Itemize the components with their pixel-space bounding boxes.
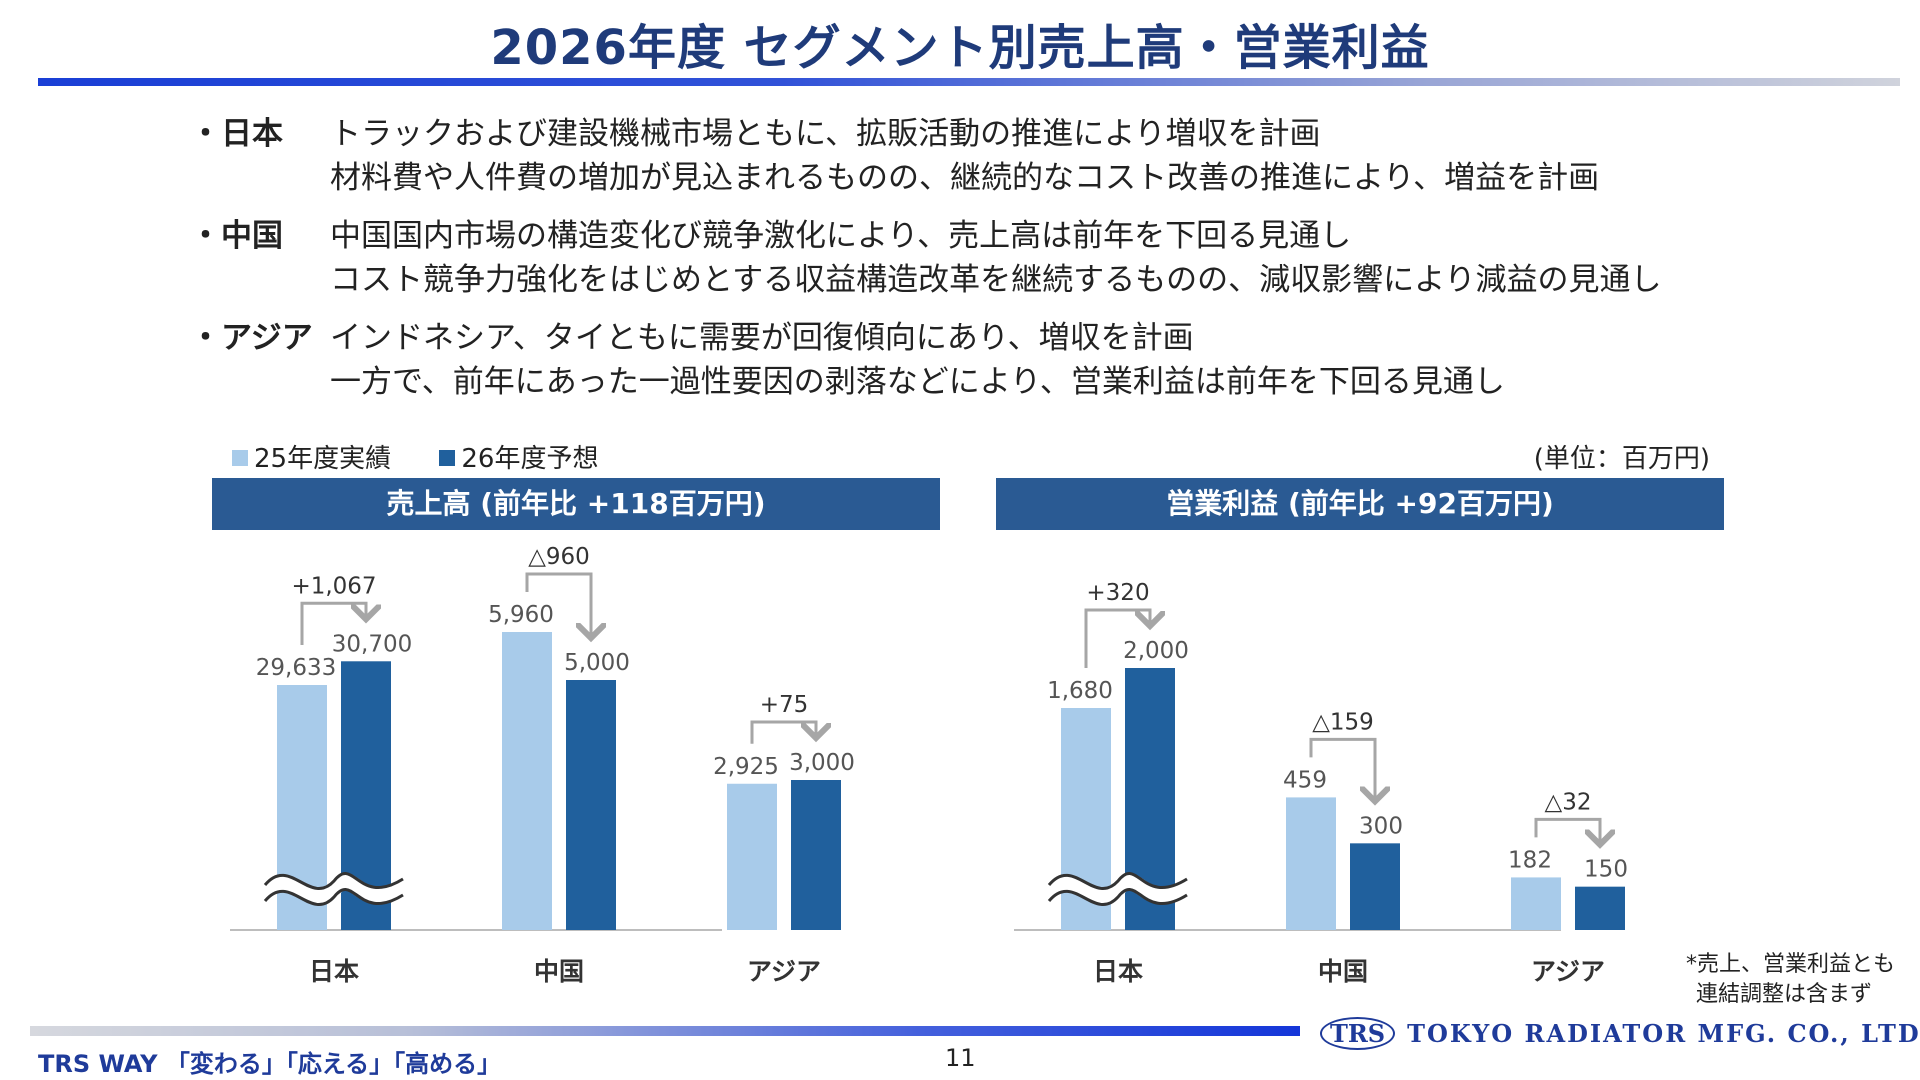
bar-next [1575,886,1625,930]
bar-value-label: 459 [1283,767,1327,793]
bar-prev [1286,797,1336,930]
bar-next [791,780,841,930]
legend-swatch-prev [232,449,248,466]
axis-break-line [1047,888,1188,906]
bar-value-label: 150 [1584,857,1628,883]
segment-label: ・アジア [190,320,313,356]
category-label: アジア [747,957,821,986]
company-logo: TRS TOKYO RADIATOR MFG. CO., LTD. [1320,1012,1920,1054]
segment-label: ・日本 [190,116,283,152]
change-arrow [300,601,366,645]
bar-value-label: 182 [1508,847,1552,873]
sales-chart-title: 売上高 (前年比 +118百万円) [212,478,940,530]
category-label: 中国 [534,957,584,986]
axis-break-gap [1042,873,1192,905]
legend-item-prev: 25年度実績 [232,438,391,475]
footer-divider [30,1026,1300,1036]
segment-line: インドネシア、タイともに需要が回復傾向にあり、増収を計画 [330,320,1194,356]
change-arrow [1534,817,1600,844]
legend-label: 25年度実績 [254,444,392,474]
segment-line: 材料費や人件費の増加が見込まれるものの、継続的なコスト改善の推進により、増益を計… [330,160,1600,196]
axis-break-line [263,888,404,906]
bar-value-label: 2,925 [713,754,779,780]
profit-chart-title: 営業利益 (前年比 +92百万円) [996,478,1724,530]
change-arrow [1309,737,1375,801]
segment-line: 中国国内市場の構造変化び競争激化により、売上高は前年を下回る見通し [330,218,1352,254]
bar-value-label: 300 [1359,813,1403,839]
page-number: 11 [945,1044,976,1072]
segment-line: トラックおよび建設機械市場ともに、拡販活動の推進により増収を計画 [330,116,1321,152]
footer-slogan: TRS WAY 「変わる」「応える」「高める」 [38,1050,502,1078]
footnote: *売上、営業利益とも 連結調整は含まず [1686,950,1895,1010]
change-label: +320 [1086,580,1149,606]
unit-label: (単位：百万円) [1533,444,1710,474]
bar-value-label: 3,000 [789,750,855,776]
segment-line: コスト競争力強化をはじめとする収益構造改革を継続するものの、減収影響により減益の… [330,262,1662,298]
bar-value-label: 5,000 [564,650,630,676]
category-label: 日本 [1093,957,1143,986]
title-divider [38,78,1900,86]
bar-value-label: 30,700 [332,631,412,657]
change-arrow [525,572,591,638]
page-title: 2026年度 セグメント別売上高・営業利益 [490,20,1430,76]
change-arrow [1084,608,1150,668]
axis-break-gap [258,873,408,905]
change-label: △32 [1545,789,1592,815]
change-label: +75 [760,692,809,718]
category-label: 中国 [1318,957,1368,986]
bar-prev [502,632,552,930]
bar-value-label: 5,960 [488,602,554,628]
change-label: △960 [528,544,590,570]
legend-item-next: 26年度予想 [439,438,598,475]
axis-break-line [1047,872,1188,890]
segment-line: 一方で、前年にあった一過性要因の剥落などにより、営業利益は前年を下回る見通し [330,364,1505,400]
bar-prev [1511,877,1561,930]
bar-value-label: 2,000 [1123,638,1189,664]
chart-legend: 25年度実績 26年度予想 [232,438,638,475]
company-name: TOKYO RADIATOR MFG. CO., LTD. [1407,1018,1920,1048]
footnote-line: *売上、営業利益とも [1686,952,1896,977]
profit-chart: 1,680 2,000 +320 日本 459 300 △159 中国 182 150 △32 アジア [1014,580,1628,986]
change-arrow [750,720,816,744]
bar-prev [727,783,777,930]
axis-break-line [263,872,404,890]
footnote-line: 連結調整は含まず [1696,982,1873,1007]
legend-swatch-next [439,449,456,466]
segment-label: ・中国 [190,218,283,254]
change-label: +1,067 [291,573,376,599]
bar-next [1350,843,1400,930]
legend-label: 26年度予想 [461,444,599,474]
category-label: アジア [1531,957,1605,986]
bar-value-label: 29,633 [256,655,336,681]
bar-next [566,680,616,930]
logo-mark: TRS [1320,1016,1396,1050]
change-label: △159 [1312,709,1374,735]
bar-value-label: 1,680 [1047,678,1113,704]
category-label: 日本 [309,957,359,986]
